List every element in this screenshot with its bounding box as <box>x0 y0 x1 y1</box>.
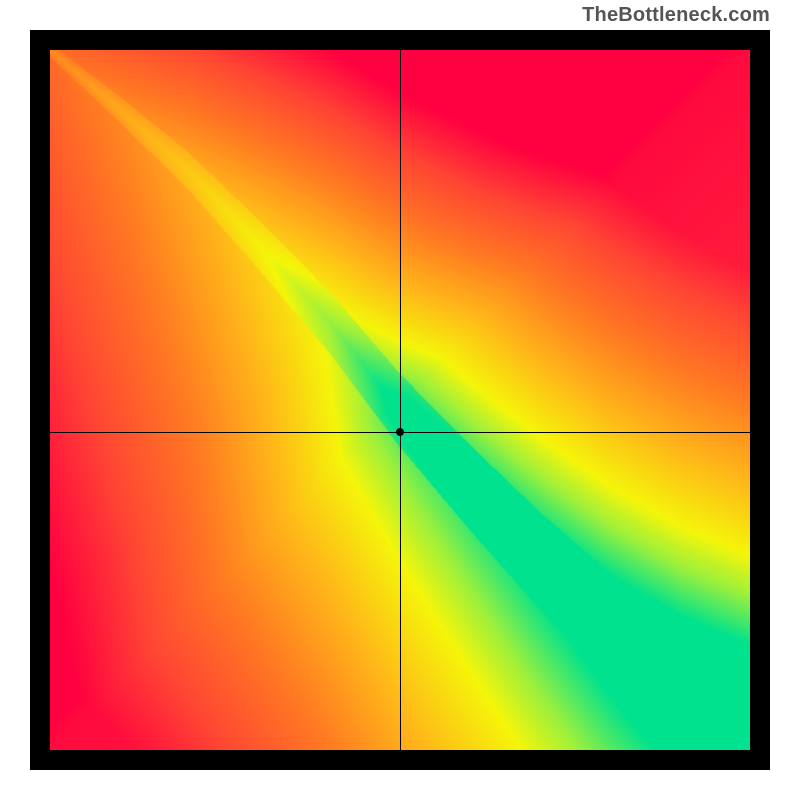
marker-dot <box>396 428 404 436</box>
chart-container: TheBottleneck.com <box>0 0 800 800</box>
crosshair-vertical <box>400 50 401 750</box>
watermark-text: TheBottleneck.com <box>582 4 770 27</box>
